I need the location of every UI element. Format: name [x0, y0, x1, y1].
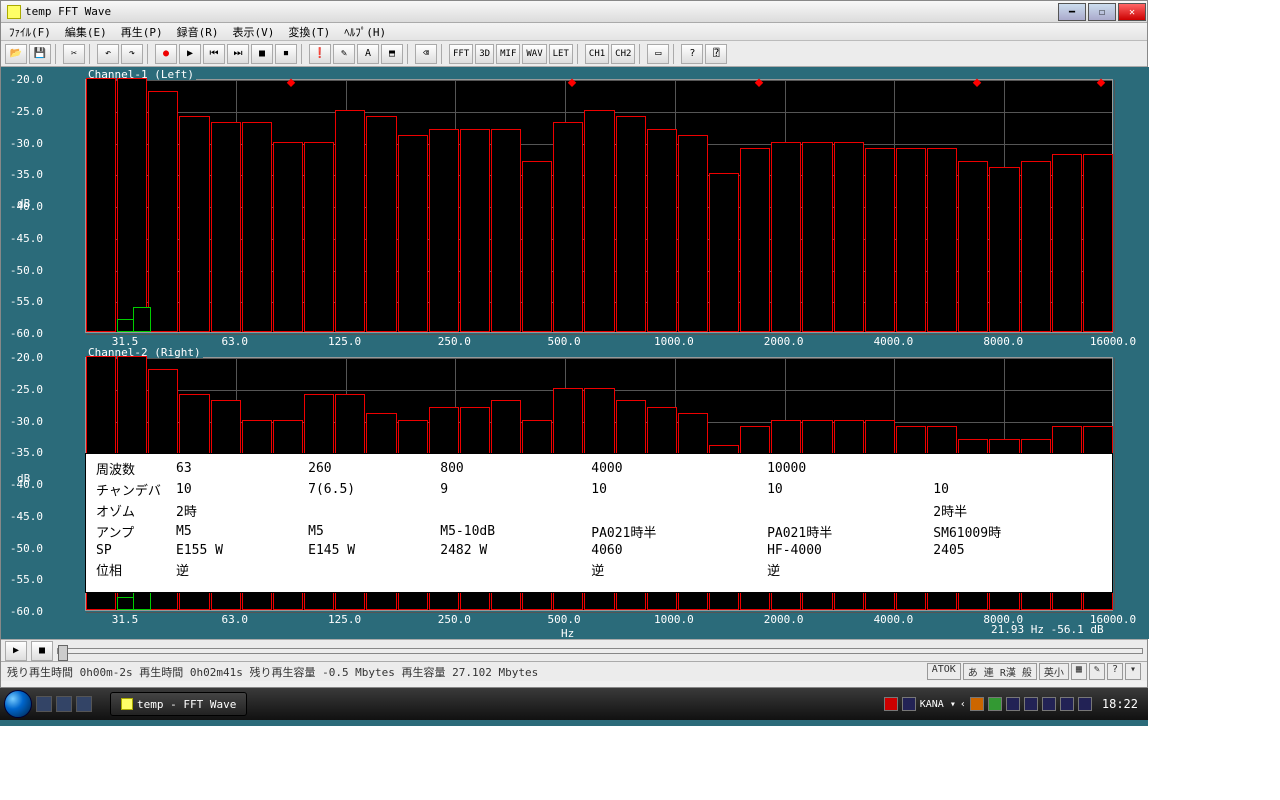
- ime-atok[interactable]: ATOK: [927, 663, 961, 680]
- menu-convert[interactable]: 変換(T): [284, 23, 334, 41]
- stop-button[interactable]: ■: [251, 44, 273, 64]
- x-axis-unit: Hz: [561, 627, 574, 640]
- menu-record[interactable]: 録音(R): [173, 23, 223, 41]
- start-button[interactable]: [4, 690, 32, 718]
- redo-button[interactable]: ↷: [121, 44, 143, 64]
- pencil-button[interactable]: ✎: [333, 44, 355, 64]
- mif-button[interactable]: MIF: [496, 44, 520, 64]
- ch2-button[interactable]: CH2: [611, 44, 635, 64]
- wav-button[interactable]: WAV: [522, 44, 546, 64]
- whatsthis-button[interactable]: ⍰: [705, 44, 727, 64]
- quick-launch-2[interactable]: [56, 696, 72, 712]
- ime-mode[interactable]: あ 連 R漢 般: [963, 663, 1037, 680]
- record-button[interactable]: ●: [155, 44, 177, 64]
- tray-chevron-icon[interactable]: ‹: [960, 699, 966, 710]
- cut-button[interactable]: ✂: [63, 44, 85, 64]
- tray-icon-3[interactable]: [970, 697, 984, 711]
- insert-button[interactable]: ⬒: [381, 44, 403, 64]
- end-button[interactable]: ⏹: [275, 44, 297, 64]
- window-button[interactable]: ▭: [647, 44, 669, 64]
- fft-button[interactable]: FFT: [449, 44, 473, 64]
- tray-icon-1[interactable]: [884, 697, 898, 711]
- cursor-readout: 21.93 Hz -56.1 dB: [991, 623, 1104, 636]
- rewind-button[interactable]: ⏮: [203, 44, 225, 64]
- clock[interactable]: 18:22: [1096, 697, 1144, 711]
- tray-network-icon[interactable]: [1060, 697, 1074, 711]
- open-button[interactable]: 📂: [5, 44, 27, 64]
- eraser-button[interactable]: ⌫: [415, 44, 437, 64]
- fft-panel-left[interactable]: Channel-1 (Left): [85, 79, 1113, 333]
- menu-edit[interactable]: 編集(E): [61, 23, 111, 41]
- ime-size[interactable]: 英小: [1039, 663, 1069, 680]
- position-slider[interactable]: [57, 648, 1143, 654]
- quick-launch-ie[interactable]: [76, 696, 92, 712]
- status-icon-3[interactable]: ?: [1107, 663, 1123, 680]
- ch1-button[interactable]: CH1: [585, 44, 609, 64]
- minimize-button[interactable]: ━: [1058, 3, 1086, 21]
- menu-help[interactable]: ﾍﾙﾌﾟ(H): [340, 23, 390, 41]
- titlebar[interactable]: temp FFT Wave ━ ☐ ✕: [1, 1, 1147, 23]
- playback-bar: ▶ ■: [1, 639, 1147, 661]
- tray-icon-7[interactable]: [1042, 697, 1056, 711]
- close-button[interactable]: ✕: [1118, 3, 1146, 21]
- pb-play-button[interactable]: ▶: [5, 641, 27, 661]
- tray-icon-2[interactable]: [902, 697, 916, 711]
- quick-launch-1[interactable]: [36, 696, 52, 712]
- app-icon: [7, 5, 21, 19]
- task-label: temp - FFT Wave: [137, 698, 236, 711]
- tray-ime[interactable]: KANA ▾: [920, 699, 956, 710]
- 3d-button[interactable]: 3D: [475, 44, 494, 64]
- menubar: ﾌｧｲﾙ(F) 編集(E) 再生(P) 録音(R) 表示(V) 変換(T) ﾍﾙ…: [1, 23, 1147, 41]
- status-icon-1[interactable]: ▦: [1071, 663, 1087, 680]
- status-text: 残り再生時間 0h00m-2s 再生時間 0h02m41s 残り再生容量 -0.…: [7, 664, 538, 680]
- menu-play[interactable]: 再生(P): [117, 23, 167, 41]
- window-title: temp FFT Wave: [25, 5, 111, 18]
- pb-stop-button[interactable]: ■: [31, 641, 53, 661]
- maximize-button[interactable]: ☐: [1088, 3, 1116, 21]
- settings-overlay: 周波数63260800400010000チャンデバ107(6.5)9101010…: [85, 453, 1113, 593]
- save-button[interactable]: 💾: [29, 44, 51, 64]
- exclaim-button[interactable]: ❗: [309, 44, 331, 64]
- toolbar: 📂 💾 ✂ ↶ ↷ ● ▶ ⏮ ⏭ ■ ⏹ ❗ ✎ A ⬒ ⌫ FFT 3D M…: [1, 41, 1147, 67]
- menu-view[interactable]: 表示(V): [229, 23, 279, 41]
- status-icon-2[interactable]: ✎: [1089, 663, 1105, 680]
- play-button[interactable]: ▶: [179, 44, 201, 64]
- tray-icon-5[interactable]: [1006, 697, 1020, 711]
- task-icon: [121, 698, 133, 710]
- taskbar[interactable]: temp - FFT Wave KANA ▾ ‹ 18:22: [0, 688, 1148, 720]
- statusbar: 残り再生時間 0h00m-2s 再生時間 0h02m41s 残り再生容量 -0.…: [1, 661, 1147, 681]
- status-icon-4[interactable]: ▾: [1125, 663, 1141, 680]
- forward-button[interactable]: ⏭: [227, 44, 249, 64]
- chart-area: dB dB -20.0-25.0-30.0-35.0-40.0-45.0-50.…: [1, 67, 1149, 639]
- undo-button[interactable]: ↶: [97, 44, 119, 64]
- tray-icon-4[interactable]: [988, 697, 1002, 711]
- help-button[interactable]: ?: [681, 44, 703, 64]
- let-button[interactable]: LET: [549, 44, 573, 64]
- task-button[interactable]: temp - FFT Wave: [110, 692, 247, 716]
- menu-file[interactable]: ﾌｧｲﾙ(F): [5, 23, 55, 41]
- app-window: temp FFT Wave ━ ☐ ✕ ﾌｧｲﾙ(F) 編集(E) 再生(P) …: [0, 0, 1148, 688]
- tray-volume-icon[interactable]: [1078, 697, 1092, 711]
- text-button[interactable]: A: [357, 44, 379, 64]
- system-tray: KANA ▾ ‹ 18:22: [884, 697, 1144, 711]
- tray-icon-6[interactable]: [1024, 697, 1038, 711]
